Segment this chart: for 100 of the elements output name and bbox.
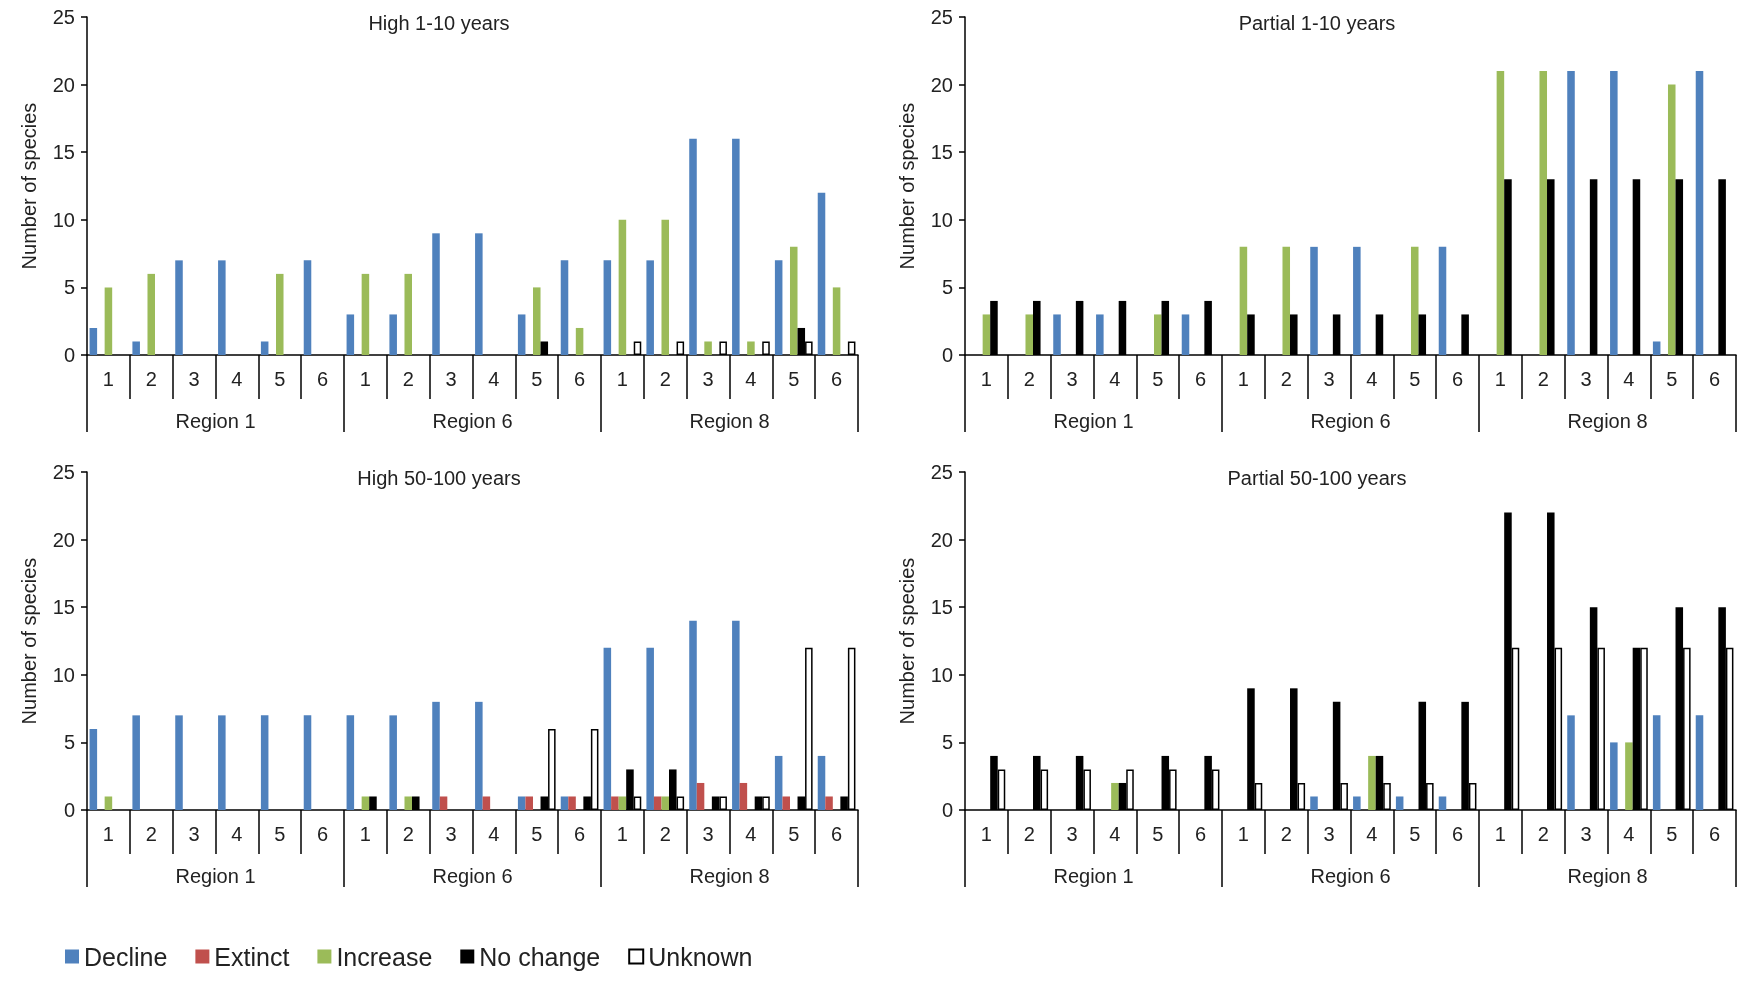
bar — [1410, 246, 1419, 355]
bar — [1053, 314, 1061, 355]
x-tick-label: 5 — [1666, 368, 1678, 390]
x-tick-label: 3 — [445, 368, 457, 390]
bar — [1567, 715, 1575, 810]
x-tick-label: 4 — [488, 368, 500, 390]
bar — [782, 796, 790, 810]
x-tick-label: 1 — [359, 368, 371, 390]
bar — [618, 796, 627, 810]
x-tick-label: 5 — [274, 823, 286, 845]
y-tick-label: 5 — [941, 731, 953, 754]
bar — [89, 728, 98, 810]
bar — [132, 341, 140, 355]
chart-title: Partial 50-100 years — [1227, 467, 1407, 489]
x-tick-label: 3 — [702, 368, 714, 390]
bar — [104, 796, 113, 810]
bar — [689, 138, 697, 355]
bar — [89, 327, 98, 355]
x-tick-label: 1 — [1494, 368, 1506, 390]
bar — [1625, 742, 1633, 810]
text: Region 8 — [1567, 410, 1648, 432]
bar — [303, 260, 312, 355]
y-tick-label: 0 — [63, 799, 75, 821]
x-tick-label: 2 — [1537, 823, 1549, 845]
x-tick-label: 1 — [102, 368, 114, 390]
bar — [218, 260, 226, 355]
bar — [1111, 782, 1119, 810]
x-tick-label: 4 — [231, 368, 243, 390]
bar — [774, 755, 783, 810]
bar — [646, 647, 654, 810]
x-tick-label: 5 — [1409, 823, 1421, 845]
bar — [218, 715, 226, 810]
bar — [747, 341, 755, 355]
text: Region 8 — [689, 410, 770, 432]
bar — [817, 755, 826, 810]
x-tick-label: 4 — [1109, 823, 1121, 845]
y-tick-label: 20 — [930, 73, 953, 96]
bar — [1438, 246, 1447, 355]
legend-label: Extinct — [214, 942, 290, 971]
x-tick-label: 6 — [831, 823, 843, 845]
bar — [175, 260, 183, 355]
bar — [346, 715, 355, 810]
bar — [1539, 71, 1548, 355]
y-tick-label: 5 — [63, 276, 75, 299]
bar — [1695, 71, 1704, 355]
y-tick-label: 10 — [52, 663, 75, 686]
bar — [696, 782, 705, 810]
x-tick-label: 4 — [1623, 823, 1635, 845]
x-tick-label: 2 — [145, 823, 157, 845]
x-tick-label: 3 — [188, 823, 200, 845]
bar — [1239, 246, 1248, 355]
bar — [568, 796, 576, 810]
x-tick-label: 1 — [616, 368, 628, 390]
text: Region 1 — [175, 410, 256, 432]
bar — [432, 233, 440, 355]
x-tick-label: 2 — [1280, 823, 1292, 845]
text: Region 6 — [432, 410, 513, 432]
legend-label: No change — [479, 942, 601, 971]
bar — [653, 796, 662, 810]
bar — [646, 260, 654, 355]
x-tick-label: 1 — [616, 823, 628, 845]
bar — [560, 796, 569, 810]
x-tick-label: 3 — [1066, 823, 1078, 845]
x-tick-label: 3 — [188, 368, 200, 390]
text: Region 1 — [175, 865, 256, 887]
bar — [611, 796, 619, 810]
legend-label: Decline — [84, 942, 168, 971]
x-tick-label: 3 — [1580, 823, 1592, 845]
y-tick-label: 0 — [63, 344, 75, 366]
bar — [404, 273, 413, 355]
bar — [389, 715, 397, 810]
x-tick-label: 6 — [1452, 823, 1464, 845]
x-tick-label: 3 — [1580, 368, 1592, 390]
x-tick-label: 1 — [359, 823, 371, 845]
bar — [1153, 314, 1162, 355]
y-tick-label: 15 — [930, 596, 953, 619]
bar — [661, 796, 670, 810]
x-tick-label: 2 — [1023, 368, 1035, 390]
chart-title: High 1-10 years — [368, 12, 510, 34]
bar — [732, 620, 740, 810]
x-tick-label: 6 — [1709, 368, 1721, 390]
bar — [1368, 755, 1376, 810]
bar — [1310, 796, 1318, 810]
x-tick-label: 6 — [1709, 823, 1721, 845]
y-tick-label: 20 — [52, 73, 75, 96]
text: Region 6 — [432, 865, 513, 887]
bar — [532, 287, 541, 355]
bar — [1282, 246, 1291, 355]
bar — [832, 287, 841, 355]
bar — [661, 219, 670, 355]
x-tick-label: 4 — [745, 823, 757, 845]
x-tick-label: 4 — [1366, 368, 1378, 390]
x-tick-label: 4 — [745, 368, 757, 390]
bar — [475, 233, 483, 355]
y-axis-title: Number of species — [896, 102, 918, 270]
y-tick-label: 10 — [930, 663, 953, 686]
x-tick-label: 2 — [659, 823, 671, 845]
text: Region 8 — [689, 865, 770, 887]
bar — [475, 701, 483, 810]
x-tick-label: 6 — [574, 823, 586, 845]
